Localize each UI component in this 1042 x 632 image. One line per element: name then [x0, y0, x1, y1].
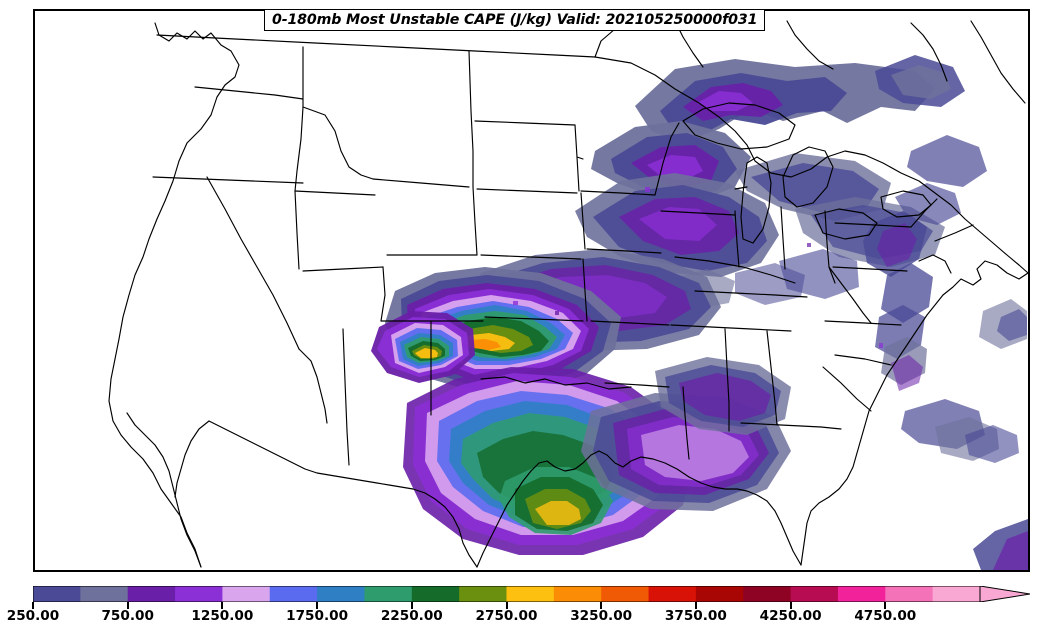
colorbar-bands: [33, 586, 981, 602]
colorbar-tick-label: 250.00: [6, 608, 60, 624]
colorbar-band: [269, 586, 318, 602]
colorbar-tick: [884, 602, 887, 609]
colorbar-band: [932, 586, 981, 602]
colorbar-band: [411, 586, 460, 602]
colorbar-band: [175, 586, 223, 602]
map-panel[interactable]: [33, 9, 1030, 572]
colorbar-band: [885, 586, 934, 602]
colorbar-svg: [33, 586, 1030, 602]
colorbar-tick-label: 2750.00: [475, 608, 538, 624]
colorbar-band: [743, 586, 792, 602]
colorbar-band: [459, 586, 508, 602]
map-title-box: 0-180mb Most Unstable CAPE (J/kg) Valid:…: [264, 9, 766, 31]
colorbar-band: [364, 586, 413, 602]
colorbar-tick: [316, 602, 319, 609]
colorbar-band: [127, 586, 176, 602]
colorbar-tick: [789, 602, 792, 609]
colorbar-band: [33, 586, 81, 602]
colorbar-tick-label: 2250.00: [380, 608, 443, 624]
colorbar-band: [506, 586, 555, 602]
colorbar-tick-labels: 250.00 750.00 1250.00 1750.00 2250.00 2750.00…: [0, 608, 1042, 630]
cape-map-svg: [108, 20, 1028, 570]
colorbar-band: [790, 586, 839, 602]
colorbar-tick: [410, 602, 413, 609]
colorbar-tick-label: 3250.00: [570, 608, 633, 624]
colorbar-extend-arrow: [980, 586, 1030, 602]
colorbar-band: [553, 586, 602, 602]
colorbar[interactable]: [33, 586, 1030, 602]
colorbar-tick-label: 3750.00: [664, 608, 727, 624]
colorbar-band: [837, 586, 886, 602]
colorbar-band: [317, 586, 366, 602]
colorbar-tick-label: 4250.00: [759, 608, 822, 624]
colorbar-band: [648, 586, 697, 602]
colorbar-tick: [126, 602, 129, 609]
colorbar-tick-label: 1750.00: [286, 608, 349, 624]
colorbar-band: [695, 586, 744, 602]
colorbar-tick-label: 1250.00: [191, 608, 254, 624]
colorbar-band: [222, 586, 271, 602]
colorbar-tick-label: 750.00: [101, 608, 154, 624]
map-title-text: 0-180mb Most Unstable CAPE (J/kg) Valid:…: [272, 12, 758, 28]
colorbar-tick-label: 4750.00: [854, 608, 917, 624]
colorbar-tick: [600, 602, 603, 609]
colorbar-tick: [694, 602, 697, 609]
colorbar-band: [601, 586, 650, 602]
colorbar-band: [80, 586, 129, 602]
colorbar-tick: [32, 602, 34, 609]
colorbar-tick: [505, 602, 508, 609]
colorbar-tick: [221, 602, 224, 609]
colorbar-ticks: [32, 602, 1030, 610]
